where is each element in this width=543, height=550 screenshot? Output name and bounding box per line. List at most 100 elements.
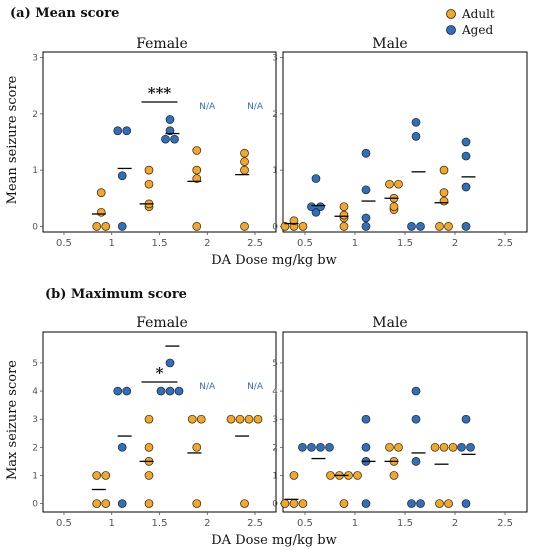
point-adult-male [394, 442, 403, 452]
point-adult-male [394, 179, 403, 189]
point-aged-female [117, 442, 127, 452]
y-tick-label: 2 [272, 110, 278, 120]
point-adult-female [92, 499, 102, 508]
x-tick-label: 1.5 [152, 238, 168, 249]
point-aged-male [407, 499, 416, 508]
point-adult-male [289, 471, 299, 480]
point-adult-male [280, 222, 290, 231]
point-aged-male [411, 132, 421, 141]
point-aged-female [174, 386, 184, 396]
facet-mean-male: 0 1 2 3 0.5 1 1.5 2 2.5 [272, 51, 528, 249]
point-adult-female [240, 222, 249, 231]
point-aged-male [411, 117, 421, 127]
facet-max-male: 0 1 2 3 4 5 0.5 1 1.5 2 2.5 [272, 331, 528, 529]
y-tick-label: 1 [272, 471, 278, 481]
point-adult-female [240, 148, 249, 158]
point-adult-female [101, 499, 111, 508]
point-adult-female [226, 414, 236, 424]
point-aged-female [165, 126, 175, 136]
legend-label-aged: Aged [461, 23, 493, 37]
facet-max-female: 0 1 2 3 4 5 0.5 1 1.5 2 2.5 * N/A N/A [32, 331, 277, 529]
y-axis-label-mean: Mean seizure score [5, 75, 20, 204]
panel-title-max: (b) Maximum score [45, 287, 187, 302]
x-tick-label: 2 [204, 238, 210, 249]
na-label: N/A [199, 102, 216, 112]
point-aged-male [461, 137, 471, 147]
point-aged-male [461, 414, 471, 424]
point-adult-male [339, 202, 349, 212]
point-adult-male [430, 442, 440, 452]
point-adult-female [144, 499, 154, 508]
y-tick-label: 0 [32, 222, 38, 232]
point-adult-male [326, 471, 335, 480]
point-aged-male [361, 185, 371, 195]
point-adult-male [435, 222, 444, 231]
y-tick-label: 3 [32, 415, 38, 425]
point-aged-male [316, 202, 325, 212]
point-adult-male [339, 499, 349, 508]
point-adult-male [389, 202, 399, 212]
point-adult-female [96, 207, 106, 217]
point-aged-male [311, 174, 321, 183]
point-adult-female [144, 179, 154, 189]
point-adult-female [101, 471, 111, 480]
point-aged-female [113, 386, 123, 396]
point-adult-male [289, 216, 299, 226]
point-aged-female [122, 126, 132, 136]
y-tick-label: 4 [272, 387, 278, 397]
point-aged-male [361, 222, 371, 231]
point-aged-male [411, 457, 421, 466]
point-adult-male [439, 188, 449, 197]
point-adult-male [444, 222, 453, 231]
y-tick-label: 0 [272, 222, 278, 232]
y-tick-label: 0 [32, 500, 38, 510]
facet-mean-female: 0 1 2 3 0.5 1 1.5 2 2.5 *** N/A N/A [32, 51, 277, 249]
point-adult-male [385, 442, 394, 452]
point-adult-female [192, 165, 202, 175]
point-adult-female [240, 157, 249, 167]
point-aged-male [466, 442, 475, 452]
point-adult-female [240, 499, 249, 508]
point-aged-male [361, 148, 371, 158]
point-aged-male [457, 442, 466, 452]
point-adult-female [253, 414, 263, 424]
point-adult-female [92, 222, 102, 231]
point-aged-male [361, 213, 371, 223]
x-tick-label: 2 [204, 518, 210, 529]
facet-title-max-female: Female [136, 315, 188, 331]
point-aged-male [461, 151, 471, 161]
legend-marker-aged [446, 25, 456, 35]
point-adult-female [144, 471, 154, 480]
y-tick-label: 1 [272, 166, 278, 176]
point-aged-female [117, 171, 127, 181]
point-adult-male [435, 499, 444, 508]
legend-marker-adult [446, 9, 456, 19]
point-adult-male [385, 179, 394, 189]
point-aged-female [165, 358, 175, 368]
y-tick-label: 2 [272, 443, 278, 453]
point-aged-female [161, 134, 170, 144]
x-axis-label-mean: DA Dose mg/kg bw [211, 253, 337, 268]
point-aged-male [461, 499, 471, 508]
point-adult-male [389, 471, 399, 480]
x-tick-label: 1.5 [397, 518, 413, 529]
point-adult-female [192, 442, 202, 452]
y-tick-label: 1 [32, 471, 38, 481]
point-adult-female [192, 222, 202, 231]
y-tick-label: 3 [272, 54, 278, 64]
x-tick-label: 1 [109, 238, 115, 249]
y-tick-label: 2 [32, 443, 38, 453]
point-adult-male [439, 196, 449, 206]
point-adult-male [439, 165, 449, 175]
legend: Adult Aged [446, 7, 495, 37]
point-aged-male [416, 499, 425, 508]
point-adult-female [192, 499, 202, 508]
y-tick-label: 5 [272, 359, 278, 369]
point-adult-female [144, 165, 154, 175]
x-tick-label: 0.5 [297, 518, 313, 529]
point-aged-male [316, 442, 325, 452]
point-aged-female [117, 499, 127, 508]
y-tick-label: 3 [32, 54, 38, 64]
x-tick-label: 0.5 [297, 238, 313, 249]
point-aged-male [361, 499, 371, 508]
